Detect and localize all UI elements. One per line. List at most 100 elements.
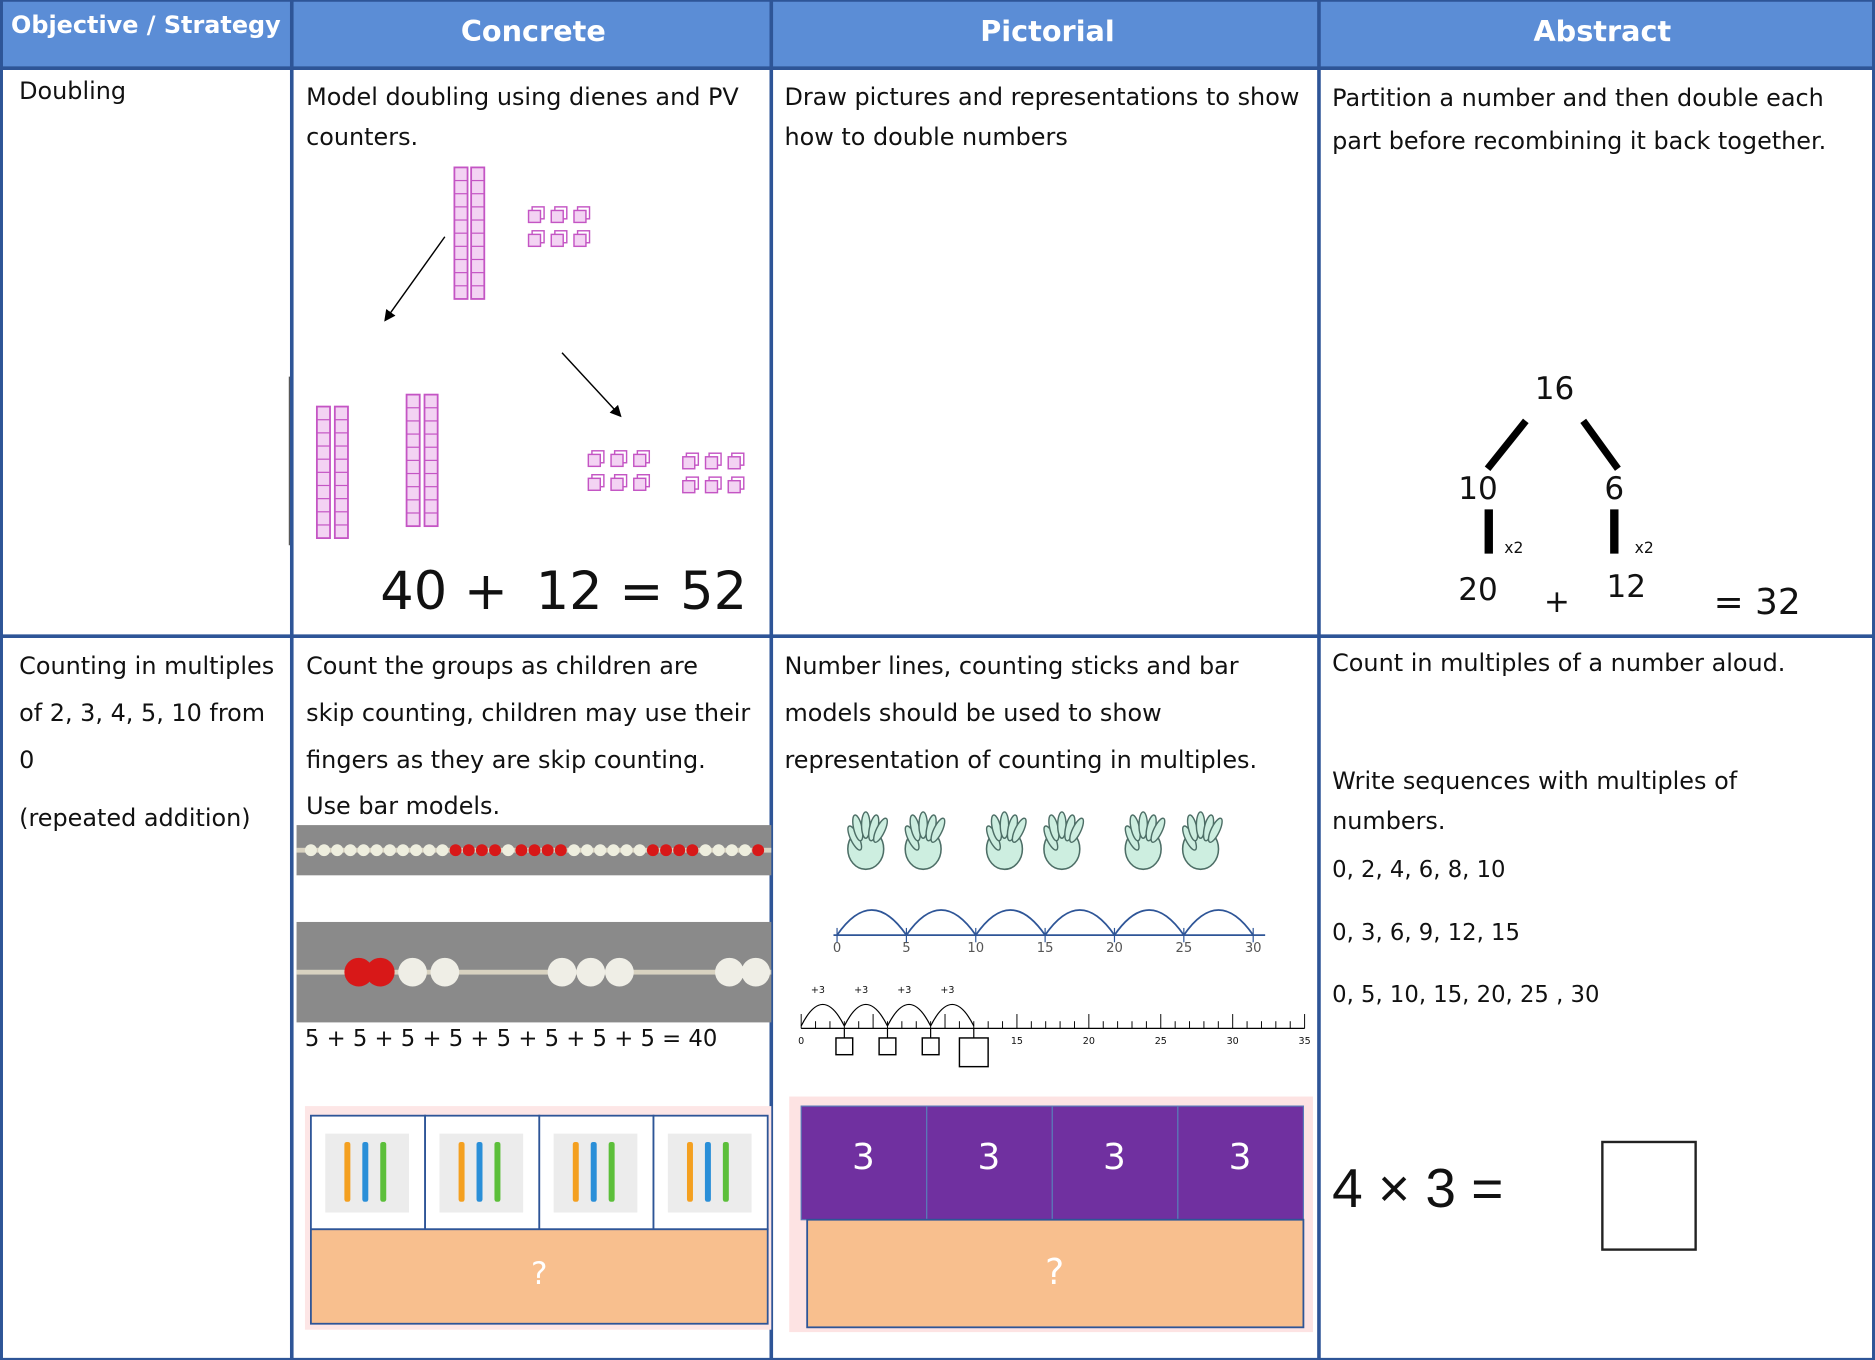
bead bbox=[398, 957, 427, 987]
jump-arc bbox=[843, 1004, 889, 1027]
jump-arc bbox=[975, 909, 1046, 936]
bead bbox=[365, 957, 395, 987]
pencil bbox=[344, 1141, 351, 1202]
ruler-label: 20 bbox=[1082, 1035, 1095, 1047]
factor-label: x2 bbox=[1634, 539, 1654, 558]
bead bbox=[515, 844, 528, 857]
bead bbox=[568, 844, 580, 857]
dienes-cube bbox=[727, 456, 741, 470]
dienes-cube bbox=[527, 209, 542, 224]
hand-finger bbox=[1069, 817, 1085, 843]
number-line-label: 25 bbox=[1175, 941, 1193, 957]
bead bbox=[436, 844, 449, 857]
cell-text: Count in multiples of a number aloud. bbox=[1332, 649, 1786, 678]
pencil bbox=[476, 1141, 483, 1202]
jump-label: +3 bbox=[897, 985, 912, 997]
bead bbox=[541, 844, 554, 857]
hand-drawing bbox=[985, 811, 1027, 871]
number-line-label: 20 bbox=[1106, 941, 1123, 957]
bead bbox=[344, 844, 357, 857]
hand-drawing bbox=[1043, 811, 1085, 871]
hand-finger bbox=[1207, 817, 1223, 843]
bar-part-label: 3 bbox=[851, 1137, 875, 1178]
objective-text: (repeated addition) bbox=[19, 803, 251, 832]
dienes-cube bbox=[527, 233, 542, 248]
number-line-label: 30 bbox=[1244, 941, 1262, 957]
bead bbox=[660, 844, 673, 857]
cell-text: Model doubling using dienes and PV count… bbox=[306, 82, 739, 152]
jump-arc bbox=[800, 1004, 845, 1027]
bead bbox=[547, 957, 577, 987]
hand-drawing bbox=[1181, 811, 1223, 871]
jump-label: +3 bbox=[940, 985, 955, 997]
jump-arc bbox=[1044, 909, 1116, 936]
objective-text: Counting in multiples of 2, 3, 4, 5, 10 … bbox=[19, 652, 275, 774]
answer-box bbox=[835, 1037, 854, 1056]
bead bbox=[686, 844, 699, 857]
tree-number: = 32 bbox=[1713, 582, 1801, 624]
jump-arc bbox=[905, 909, 977, 936]
factor-label: x2 bbox=[1504, 539, 1524, 558]
equation-text: 12 = 52 bbox=[535, 560, 748, 622]
tree-number: 16 bbox=[1534, 370, 1575, 407]
ruler-label: 15 bbox=[1010, 1035, 1023, 1047]
jump-arc bbox=[1183, 909, 1254, 936]
dienes-cube bbox=[682, 456, 696, 470]
bead bbox=[752, 844, 765, 857]
jump-arc bbox=[886, 1004, 932, 1027]
dienes-cube bbox=[610, 453, 624, 468]
dienes-cube bbox=[704, 479, 719, 494]
dienes-cube bbox=[550, 209, 564, 224]
jump-arc bbox=[930, 1004, 975, 1027]
bead bbox=[605, 957, 634, 987]
cell-text: Count the groups as children are skip co… bbox=[306, 652, 751, 821]
number-line-label: 0 bbox=[832, 941, 842, 957]
dienes-cube bbox=[633, 477, 647, 491]
dienes-cube bbox=[587, 453, 602, 468]
tree-branch bbox=[1580, 418, 1621, 471]
bead-string bbox=[296, 969, 772, 975]
cell-text: Number lines, counting sticks and bar mo… bbox=[784, 652, 1258, 774]
bead bbox=[502, 844, 515, 857]
number-line-label: 10 bbox=[967, 941, 985, 957]
pencil bbox=[572, 1141, 579, 1202]
bead bbox=[528, 844, 541, 857]
bead bbox=[633, 844, 646, 857]
ruler-label: 25 bbox=[1154, 1035, 1167, 1047]
bead bbox=[576, 957, 606, 987]
pencil bbox=[722, 1141, 729, 1202]
bead bbox=[673, 844, 686, 857]
number-line-label: 5 bbox=[902, 941, 911, 957]
pencil bbox=[686, 1141, 693, 1202]
bead bbox=[741, 957, 771, 987]
tree-number: 10 bbox=[1458, 471, 1498, 508]
pencil bbox=[608, 1141, 615, 1202]
bead bbox=[423, 844, 436, 857]
bead bbox=[712, 844, 725, 857]
objective-text: Doubling bbox=[19, 76, 127, 105]
dienes-cube bbox=[610, 477, 624, 491]
bead bbox=[594, 844, 607, 857]
jump-arc bbox=[1113, 909, 1185, 936]
bar-total bbox=[806, 1218, 1305, 1329]
bar-part bbox=[1177, 1105, 1305, 1221]
bead bbox=[383, 844, 396, 857]
tree-number: 12 bbox=[1606, 569, 1647, 606]
hand-finger bbox=[872, 817, 889, 843]
bead bbox=[581, 844, 594, 857]
equation-text: 40 + bbox=[380, 560, 508, 622]
bead bbox=[646, 844, 659, 857]
hand-finger bbox=[930, 817, 946, 843]
bead bbox=[304, 844, 317, 857]
answer-box bbox=[878, 1037, 897, 1056]
bar-part-label: 3 bbox=[977, 1137, 1001, 1178]
dienes-cube bbox=[573, 209, 587, 224]
jump-label: +3 bbox=[854, 985, 869, 997]
bar-part-label: 3 bbox=[1228, 1137, 1252, 1178]
jump-arc bbox=[836, 909, 908, 936]
tree-branch bbox=[1484, 418, 1529, 471]
cell-text: Partition a number and then double each … bbox=[1332, 83, 1827, 155]
dienes-cube bbox=[573, 233, 587, 248]
column-header: Abstract bbox=[1533, 14, 1672, 49]
